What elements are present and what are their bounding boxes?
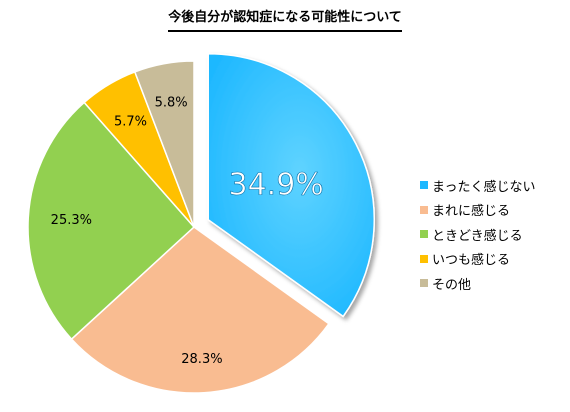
legend-label-0: まったく感じない	[432, 179, 536, 195]
pie-slice-2	[27, 101, 196, 341]
legend-swatch-0	[420, 181, 428, 190]
pie-slice-1	[70, 226, 330, 394]
chart-title: 今後自分が認知症になる可能性について	[168, 9, 402, 32]
legend-swatch-2	[420, 230, 428, 239]
chart-title-wrap: 今後自分が認知症になる可能性について	[0, 6, 570, 32]
legend-swatch-1	[420, 205, 428, 214]
data-label-3: 5.7%	[114, 114, 147, 129]
data-label-0: 34.9%	[229, 167, 324, 202]
legend-label-2: ときどき感じる	[432, 228, 523, 244]
legend-swatch-3	[420, 254, 428, 263]
legend-item-4: その他	[420, 271, 535, 296]
data-label-2: 25.3%	[51, 213, 92, 228]
legend-label-1: まれに感じる	[432, 204, 511, 220]
chart-legend: まったく感じない まれに感じる ときどき感じる いつも感じる その他	[420, 173, 535, 296]
legend-item-3: いつも感じる	[420, 247, 535, 272]
legend-item-2: ときどき感じる	[420, 222, 535, 247]
legend-label-4: その他	[432, 277, 472, 293]
legend-item-0: まったく感じない	[420, 173, 535, 198]
data-label-1: 28.3%	[181, 352, 222, 367]
data-label-4: 5.8%	[155, 95, 188, 110]
pie-slice-4	[133, 60, 195, 228]
legend-swatch-4	[420, 279, 428, 288]
legend-label-3: いつも感じる	[432, 253, 511, 269]
legend-item-1: まれに感じる	[420, 198, 535, 223]
pie-slice-0	[207, 52, 375, 318]
